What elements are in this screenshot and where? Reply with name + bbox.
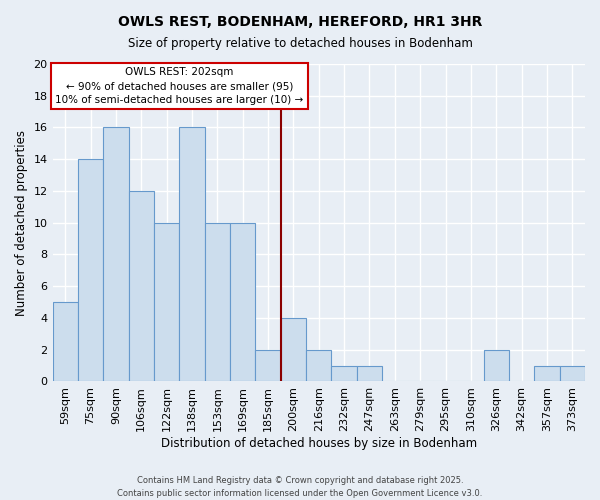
Bar: [230, 222, 256, 382]
Bar: [357, 366, 382, 382]
Bar: [484, 350, 509, 382]
X-axis label: Distribution of detached houses by size in Bodenham: Distribution of detached houses by size …: [161, 437, 477, 450]
Bar: [179, 128, 205, 382]
Bar: [205, 222, 230, 382]
Bar: [103, 128, 128, 382]
Bar: [534, 366, 560, 382]
Text: Size of property relative to detached houses in Bodenham: Size of property relative to detached ho…: [128, 38, 472, 51]
Bar: [53, 302, 78, 382]
Y-axis label: Number of detached properties: Number of detached properties: [15, 130, 28, 316]
Bar: [281, 318, 306, 382]
Text: OWLS REST: 202sqm
← 90% of detached houses are smaller (95)
10% of semi-detached: OWLS REST: 202sqm ← 90% of detached hous…: [55, 67, 304, 105]
Text: OWLS REST, BODENHAM, HEREFORD, HR1 3HR: OWLS REST, BODENHAM, HEREFORD, HR1 3HR: [118, 15, 482, 29]
Text: Contains HM Land Registry data © Crown copyright and database right 2025.
Contai: Contains HM Land Registry data © Crown c…: [118, 476, 482, 498]
Bar: [331, 366, 357, 382]
Bar: [256, 350, 281, 382]
Bar: [560, 366, 585, 382]
Bar: [154, 222, 179, 382]
Bar: [306, 350, 331, 382]
Bar: [78, 159, 103, 382]
Bar: [128, 191, 154, 382]
